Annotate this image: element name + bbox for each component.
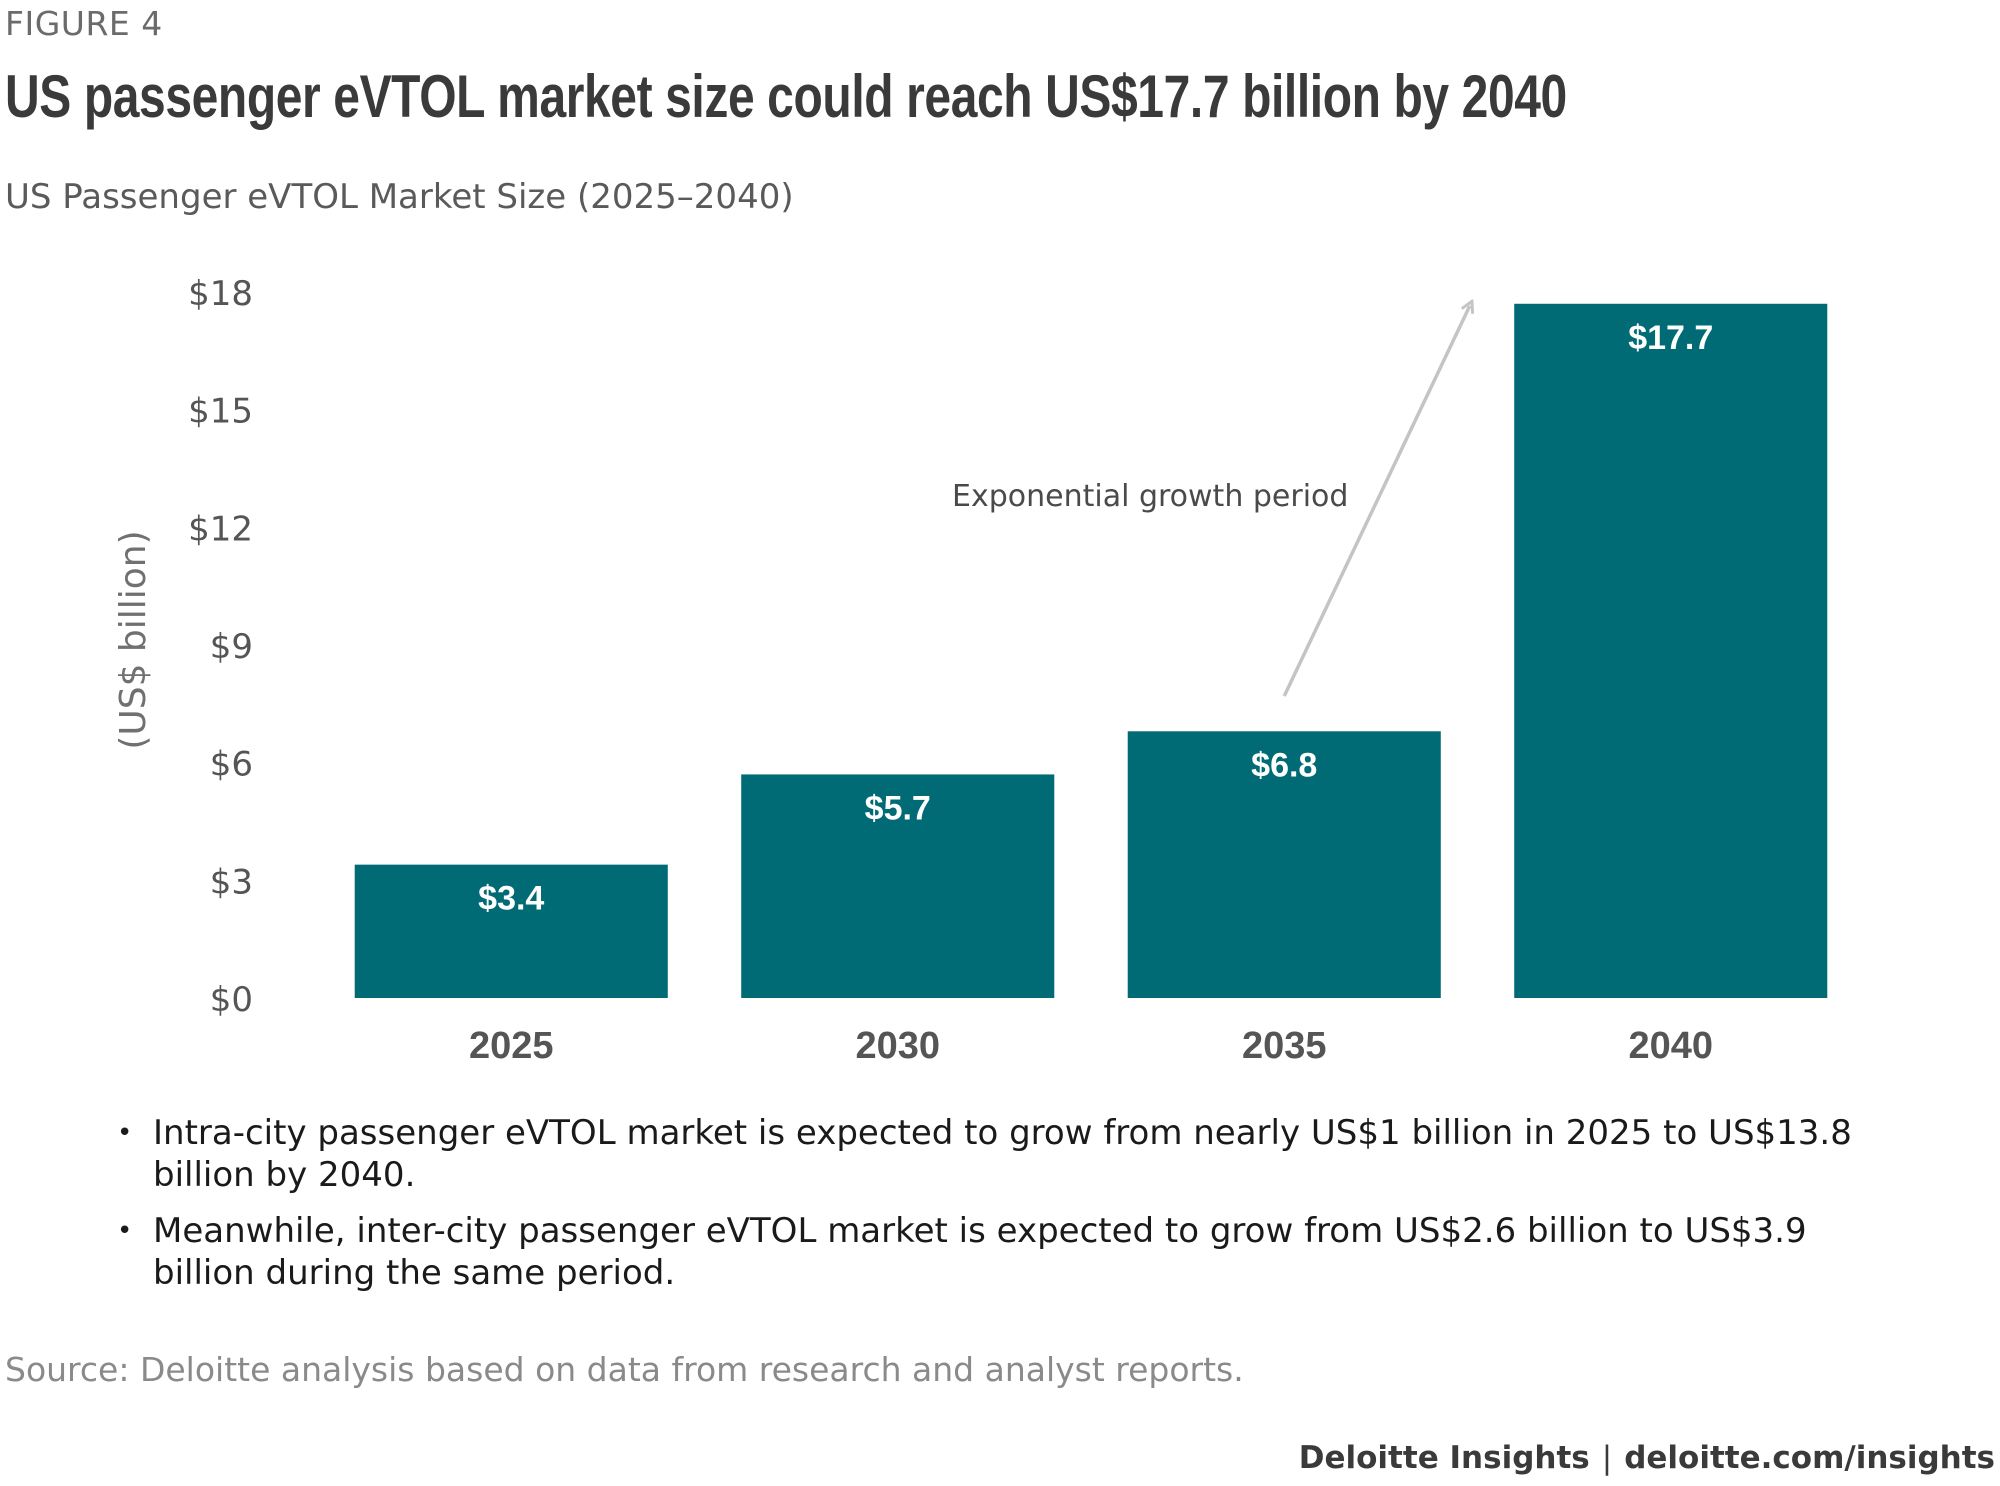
bar-value-label: $3.4 [478,880,544,918]
x-category-label: 2040 [1628,1025,1713,1067]
y-tick-label: $0 [210,980,253,1020]
footer-brand: Deloitte Insights [1298,1440,1590,1476]
y-tick-label: $12 [188,509,253,549]
bar-value-label: $6.8 [1251,746,1317,784]
chart-subtitle: US Passenger eVTOL Market Size (2025–204… [5,177,794,217]
y-tick-label: $18 [188,274,253,314]
growth-annotation: Exponential growth period [952,479,1348,514]
x-category-label: 2025 [469,1025,554,1067]
notes-list: Intra-city passenger eVTOL market is exp… [115,1112,1915,1308]
note-item: Meanwhile, inter-city passenger eVTOL ma… [115,1210,1915,1294]
bar-chart: $0 $3 $6 $9 $12 $15 $18 (US$ billion) $3.4 $5.7… [113,274,1828,1067]
y-axis-label: (US$ billion) [113,530,154,749]
y-tick-label: $9 [210,627,253,667]
y-axis: $0 $3 $6 $9 $12 $15 $18 [188,274,253,1020]
y-tick-label: $3 [210,862,253,902]
bar-value-label: $17.7 [1628,319,1713,357]
note-item: Intra-city passenger eVTOL market is exp… [115,1112,1915,1196]
bar [354,864,668,998]
bar [1514,303,1828,998]
bar-value-label: $5.7 [865,789,931,827]
x-axis: 2025 2030 2035 2040 [469,1025,1713,1067]
bar [741,774,1055,998]
bars-group: $3.4 $5.7 $6.8 $17.7 [354,303,1828,998]
footer-link[interactable]: deloitte.com/insights [1624,1440,1995,1476]
source-note: Source: Deloitte analysis based on data … [5,1350,1244,1389]
bar [1127,731,1441,998]
x-category-label: 2030 [855,1025,940,1067]
y-tick-label: $15 [188,392,253,432]
growth-arrow [1282,306,1470,697]
figure-label: FIGURE 4 [5,4,163,43]
footer-separator: | [1601,1440,1613,1476]
x-category-label: 2035 [1242,1025,1327,1067]
footer-credit: Deloitte Insights | deloitte.com/insights [1299,1440,1995,1476]
chart-title: US passenger eVTOL market size could rea… [5,63,1567,130]
y-tick-label: $6 [210,745,253,785]
